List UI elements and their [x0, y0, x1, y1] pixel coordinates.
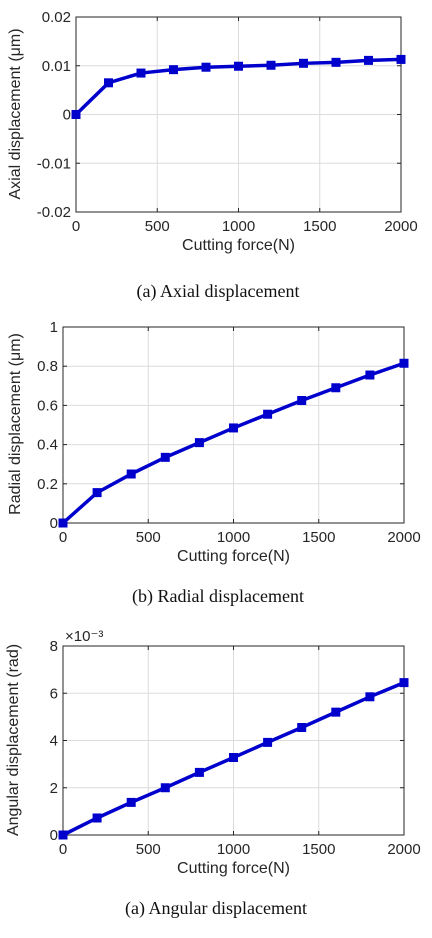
- data-point: [299, 58, 308, 68]
- y-tick-label: 0.02: [42, 9, 71, 26]
- x-tick-label: 1500: [302, 841, 335, 858]
- y-axis-label: Angular displacement (rad): [5, 644, 22, 836]
- data-point: [194, 438, 204, 448]
- x-tick-label: 1000: [217, 529, 250, 546]
- data-point: [331, 707, 341, 717]
- y-tick-label: 2: [50, 780, 58, 797]
- y-tick-label: 0: [50, 515, 58, 532]
- y-tick-label: 0.01: [42, 58, 71, 75]
- x-tick-label: 1000: [222, 218, 255, 235]
- data-point: [396, 54, 406, 64]
- data-point: [169, 65, 178, 75]
- x-tick-label: 1500: [303, 218, 336, 235]
- y-tick-label: 0.4: [37, 437, 58, 454]
- data-point: [58, 830, 68, 840]
- x-axis-label: Cutting force(N): [182, 237, 295, 254]
- y-tick-label: 1: [50, 319, 58, 336]
- data-point: [331, 57, 341, 67]
- data-point: [399, 358, 409, 368]
- data-point: [399, 678, 409, 688]
- x-tick-label: 500: [145, 218, 170, 235]
- x-tick-label: 1000: [217, 841, 250, 858]
- x-tick-label: 1500: [302, 529, 335, 546]
- x-tick-label: 0: [72, 218, 80, 235]
- data-point: [92, 813, 102, 823]
- y-axis-label: Axial displacement (μm): [7, 28, 24, 199]
- data-point: [58, 518, 68, 528]
- data-point: [126, 797, 136, 807]
- y-tick-label: 4: [50, 733, 58, 750]
- y-tick-label: 0: [50, 827, 58, 844]
- x-tick-label: 0: [59, 841, 67, 858]
- x-tick-label: 2000: [387, 529, 420, 546]
- data-point: [229, 423, 238, 433]
- x-tick-label: 500: [136, 529, 161, 546]
- data-point: [297, 723, 307, 733]
- y-tick-label: 6: [50, 685, 58, 702]
- y-tick-label: 0.8: [37, 358, 58, 375]
- x-axis-label: Cutting force(N): [177, 548, 290, 565]
- data-point: [126, 469, 136, 479]
- chart-caption: (b) Radial displacement: [132, 586, 304, 607]
- data-point: [266, 60, 276, 70]
- data-point: [365, 692, 375, 702]
- x-axis-label: Cutting force(N): [177, 860, 290, 877]
- data-point: [331, 383, 341, 393]
- data-point: [160, 452, 170, 462]
- y-tick-label: 0.2: [37, 476, 58, 493]
- data-point: [365, 370, 375, 380]
- data-point: [194, 767, 204, 777]
- data-point: [229, 753, 238, 763]
- x-tick-label: 500: [136, 841, 161, 858]
- data-point: [263, 409, 273, 419]
- data-point: [364, 55, 373, 65]
- chart-2: 0 500 1000 1500 2000 0 0.2 0.4 0.6 0.8 1 Cutting fo…: [7, 319, 421, 607]
- y-exponent-label: ×10⁻³: [65, 628, 103, 645]
- chart-1: 0 500 1000 1500 2000 -0.02 -0.01 0 0.01 0.02 Cutti…: [7, 9, 418, 302]
- y-tick-label: -0.01: [37, 155, 71, 172]
- x-tick-label: 2000: [384, 218, 417, 235]
- x-tick-label: 0: [59, 529, 67, 546]
- y-tick-label: 8: [50, 638, 58, 655]
- y-tick-label: 0.6: [37, 397, 58, 414]
- data-point: [104, 78, 113, 88]
- data-point: [297, 396, 307, 405]
- data-point: [136, 68, 146, 78]
- y-axis-label: Radial displacement (μm): [7, 333, 24, 515]
- y-tick-label: 0: [63, 107, 71, 124]
- data-point: [92, 488, 102, 498]
- chart-caption: (a) Axial displacement: [137, 281, 300, 302]
- data-point: [263, 737, 273, 747]
- data-point: [160, 783, 170, 793]
- chart-caption: (a) Angular displacement: [125, 898, 307, 919]
- x-tick-label: 2000: [387, 841, 420, 858]
- y-tick-label: -0.02: [37, 204, 71, 221]
- chart-3: 0 500 1000 1500 2000 0 2 4 6 8 ×10⁻³ Cutting force(…: [5, 628, 421, 919]
- data-point: [71, 110, 81, 119]
- data-point: [234, 61, 243, 71]
- data-point: [201, 62, 211, 72]
